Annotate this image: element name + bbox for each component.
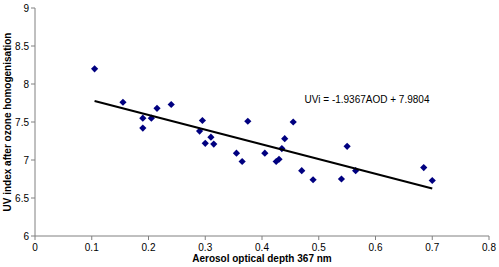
point xyxy=(139,124,146,131)
x-tick xyxy=(318,236,319,240)
x-tick-label: 0 xyxy=(32,242,38,253)
point xyxy=(139,115,146,122)
x-tick-label: 0.8 xyxy=(482,242,496,253)
point xyxy=(338,175,345,182)
y-tick-label: 8 xyxy=(23,79,29,90)
x-tick-label: 0.1 xyxy=(85,242,99,253)
y-axis-title: UV index after ozone homogenisation xyxy=(2,33,13,212)
y-tick xyxy=(31,198,35,199)
y-tick-label: 7 xyxy=(23,155,29,166)
point xyxy=(429,177,436,184)
x-tick xyxy=(205,236,206,240)
chart: 6 6.5 7 7.5 8 8.5 9 0 0.1 0.2 0.3 0.4 0.5 0.6 0.7 0.8 Ae… xyxy=(0,0,499,267)
x-tick-label: 0.6 xyxy=(369,242,383,253)
y-tick-label: 7.5 xyxy=(15,117,29,128)
x-tick-label: 0.2 xyxy=(142,242,156,253)
point xyxy=(168,101,175,108)
annotation: UVi = -1.9367AOD + 7.9804 xyxy=(305,94,430,105)
point xyxy=(261,150,268,157)
x-tick xyxy=(262,236,263,240)
x-tick-label: 0.4 xyxy=(255,242,269,253)
y-tick xyxy=(31,84,35,85)
x-tick xyxy=(489,236,490,240)
point xyxy=(290,118,297,125)
y-tick xyxy=(31,236,35,237)
point xyxy=(298,167,305,174)
y-tick-label: 9 xyxy=(23,3,29,14)
point xyxy=(420,164,427,171)
x-tick-label: 0.5 xyxy=(312,242,326,253)
point xyxy=(233,150,240,157)
y-tick-label: 6 xyxy=(23,231,29,242)
point xyxy=(202,140,209,147)
plot-marks xyxy=(91,65,436,188)
point xyxy=(119,99,126,106)
x-tick xyxy=(148,236,149,240)
y-tick xyxy=(31,8,35,9)
point xyxy=(199,117,206,124)
trend-line xyxy=(95,101,433,189)
point xyxy=(309,176,316,183)
x-tick xyxy=(432,236,433,240)
y-tick xyxy=(31,160,35,161)
y-tick xyxy=(31,122,35,123)
point xyxy=(344,143,351,150)
x-tick xyxy=(35,236,36,240)
point xyxy=(91,65,98,72)
x-tick xyxy=(91,236,92,240)
point xyxy=(210,140,217,147)
point xyxy=(281,135,288,142)
x-tick-label: 0.7 xyxy=(425,242,439,253)
point xyxy=(244,118,251,125)
x-tick xyxy=(375,236,376,240)
point xyxy=(207,134,214,141)
point xyxy=(239,158,246,165)
point xyxy=(153,105,160,112)
point xyxy=(275,156,282,163)
x-tick-label: 0.3 xyxy=(198,242,212,253)
y-tick xyxy=(31,46,35,47)
y-tick-label: 6.5 xyxy=(15,193,29,204)
y-tick-label: 8.5 xyxy=(15,41,29,52)
x-axis-title: Aerosol optical depth 367 nm xyxy=(192,253,332,264)
